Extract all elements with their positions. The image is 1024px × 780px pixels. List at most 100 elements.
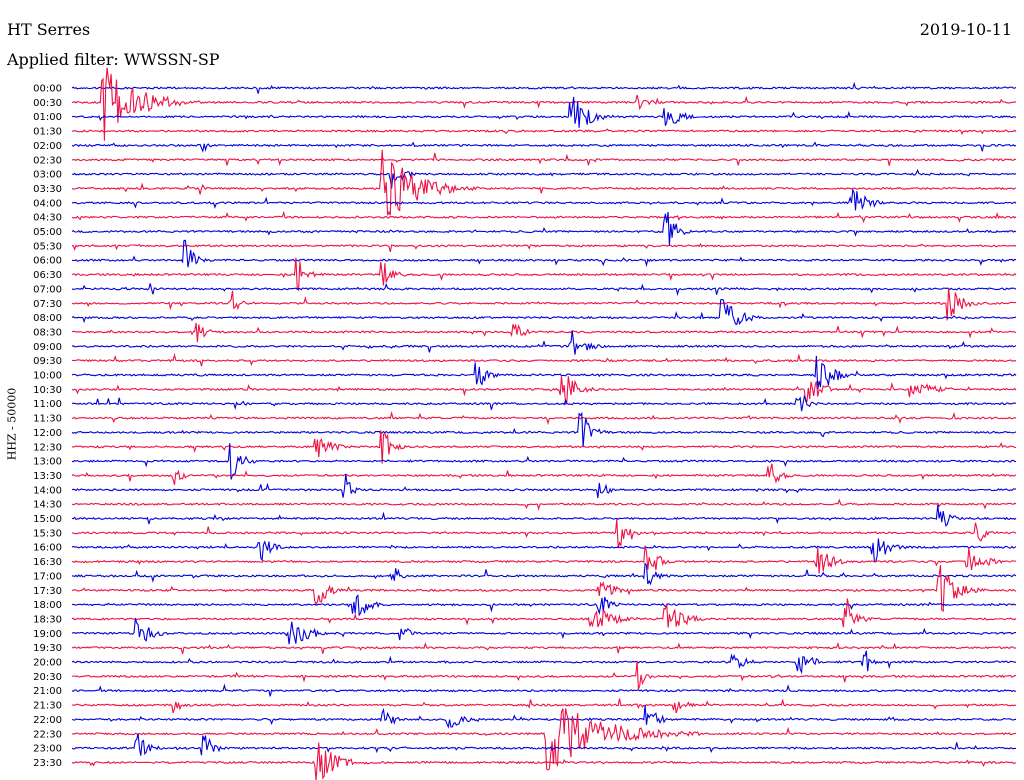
time-tick-label: 18:30 <box>33 614 62 625</box>
time-tick-label: 02:00 <box>33 141 62 152</box>
time-tick-label: 02:30 <box>33 155 62 166</box>
trace-1030 <box>71 376 1017 405</box>
time-tick-label: 09:00 <box>33 342 62 353</box>
time-tick-label: 21:00 <box>33 686 62 697</box>
time-tick-label: 05:30 <box>33 241 62 252</box>
trace-0830 <box>71 322 1017 343</box>
trace-1200 <box>71 411 1017 448</box>
trace-0430 <box>71 210 1017 224</box>
trace-0230 <box>72 152 1017 167</box>
time-tick-label: 17:30 <box>33 586 62 597</box>
trace-1800 <box>71 594 1017 617</box>
time-tick-label: 14:30 <box>33 500 62 511</box>
trace-2030 <box>71 660 1017 690</box>
time-tick-label: 11:30 <box>33 414 62 425</box>
time-tick-label: 03:00 <box>33 170 62 181</box>
trace-0730 <box>71 287 1017 321</box>
trace-2300 <box>71 733 1017 756</box>
trace-0100 <box>71 96 1017 128</box>
time-tick-label: 15:30 <box>33 528 62 539</box>
time-tick-label: 00:30 <box>33 98 62 109</box>
time-tick-label: 04:30 <box>33 213 62 224</box>
station-title: HT Serres <box>7 20 91 39</box>
trace-1130 <box>71 411 1017 426</box>
time-tick-label: 12:30 <box>33 442 62 453</box>
trace-1500 <box>71 504 1017 527</box>
trace-0700 <box>71 282 1017 297</box>
trace-2200 <box>71 704 1017 729</box>
time-tick-label: 14:00 <box>33 485 62 496</box>
trace-0800 <box>71 298 1017 326</box>
time-tick-label: 16:00 <box>33 543 62 554</box>
time-tick-label: 04:00 <box>33 198 62 209</box>
trace-0500 <box>71 211 1017 246</box>
trace-1930 <box>71 641 1017 655</box>
trace-0300 <box>71 169 1017 189</box>
trace-1830 <box>71 598 1017 628</box>
trace-0030 <box>72 67 1017 141</box>
time-tick-label: 01:30 <box>33 127 62 138</box>
time-tick-label: 05:00 <box>33 227 62 238</box>
trace-1530 <box>71 519 1017 549</box>
trace-1100 <box>71 394 1017 412</box>
trace-0900 <box>71 330 1017 355</box>
time-tick-label: 06:00 <box>33 256 62 267</box>
trace-2000 <box>71 650 1017 675</box>
time-tick-label: 08:30 <box>33 327 62 338</box>
time-tick-label: 21:30 <box>33 701 62 712</box>
time-tick-label: 03:30 <box>33 184 62 195</box>
time-tick-label: 20:30 <box>33 672 62 683</box>
trace-1600 <box>71 538 1017 563</box>
trace-1400 <box>71 473 1016 499</box>
trace-1330 <box>71 463 1017 485</box>
time-tick-label: 23:00 <box>33 744 62 755</box>
trace-1700 <box>72 562 1017 586</box>
trace-0400 <box>72 187 1017 211</box>
time-tick-label: 17:00 <box>33 571 62 582</box>
time-tick-label: 19:30 <box>33 643 62 654</box>
time-tick-label: 08:00 <box>33 313 62 324</box>
time-tick-label: 09:30 <box>33 356 62 367</box>
time-tick-group: 00:00 00:30 01:00 01:30 02:00 02:30 03:00 03:30… <box>33 84 62 769</box>
filter-label: Applied filter: WWSSN-SP <box>7 50 220 69</box>
trace-2100 <box>71 683 1016 697</box>
time-tick-label: 10:30 <box>33 385 62 396</box>
trace-1000 <box>71 355 1017 390</box>
trace-1430 <box>71 498 1017 511</box>
trace-2130 <box>71 698 1017 714</box>
time-tick-label: 23:30 <box>33 758 62 769</box>
trace-1300 <box>71 443 1017 480</box>
time-tick-label: 16:30 <box>33 557 62 568</box>
time-tick-label: 06:30 <box>33 270 62 281</box>
plot-date: 2019-10-11 <box>919 20 1012 39</box>
time-tick-label: 07:00 <box>33 284 62 295</box>
trace-0630 <box>71 257 1017 292</box>
time-tick-label: 07:30 <box>33 299 62 310</box>
trace-0930 <box>71 352 1017 367</box>
time-tick-label: 13:00 <box>33 457 62 468</box>
trace-0000 <box>71 81 1017 94</box>
time-tick-label: 11:00 <box>33 399 62 410</box>
time-tick-label: 22:00 <box>33 715 62 726</box>
trace-0200 <box>71 141 1017 153</box>
trace-group <box>71 67 1017 780</box>
time-tick-label: 10:00 <box>33 371 62 382</box>
time-tick-label: 13:30 <box>33 471 62 482</box>
time-tick-label: 19:00 <box>33 629 62 640</box>
time-tick-label: 22:30 <box>33 729 62 740</box>
trace-2230 <box>71 708 1017 771</box>
trace-1230 <box>71 430 1017 464</box>
trace-0130 <box>71 128 1017 135</box>
time-tick-label: 18:00 <box>33 600 62 611</box>
time-tick-label: 12:00 <box>33 428 62 439</box>
trace-1730 <box>72 565 1017 612</box>
time-tick-label: 00:00 <box>33 84 62 95</box>
trace-1630 <box>71 545 1017 574</box>
trace-0600 <box>71 239 1017 268</box>
trace-0330 <box>71 149 1017 216</box>
time-tick-label: 01:00 <box>33 112 62 123</box>
trace-0530 <box>72 242 1017 253</box>
time-tick-label: 20:00 <box>33 658 62 669</box>
trace-1900 <box>71 618 1017 645</box>
